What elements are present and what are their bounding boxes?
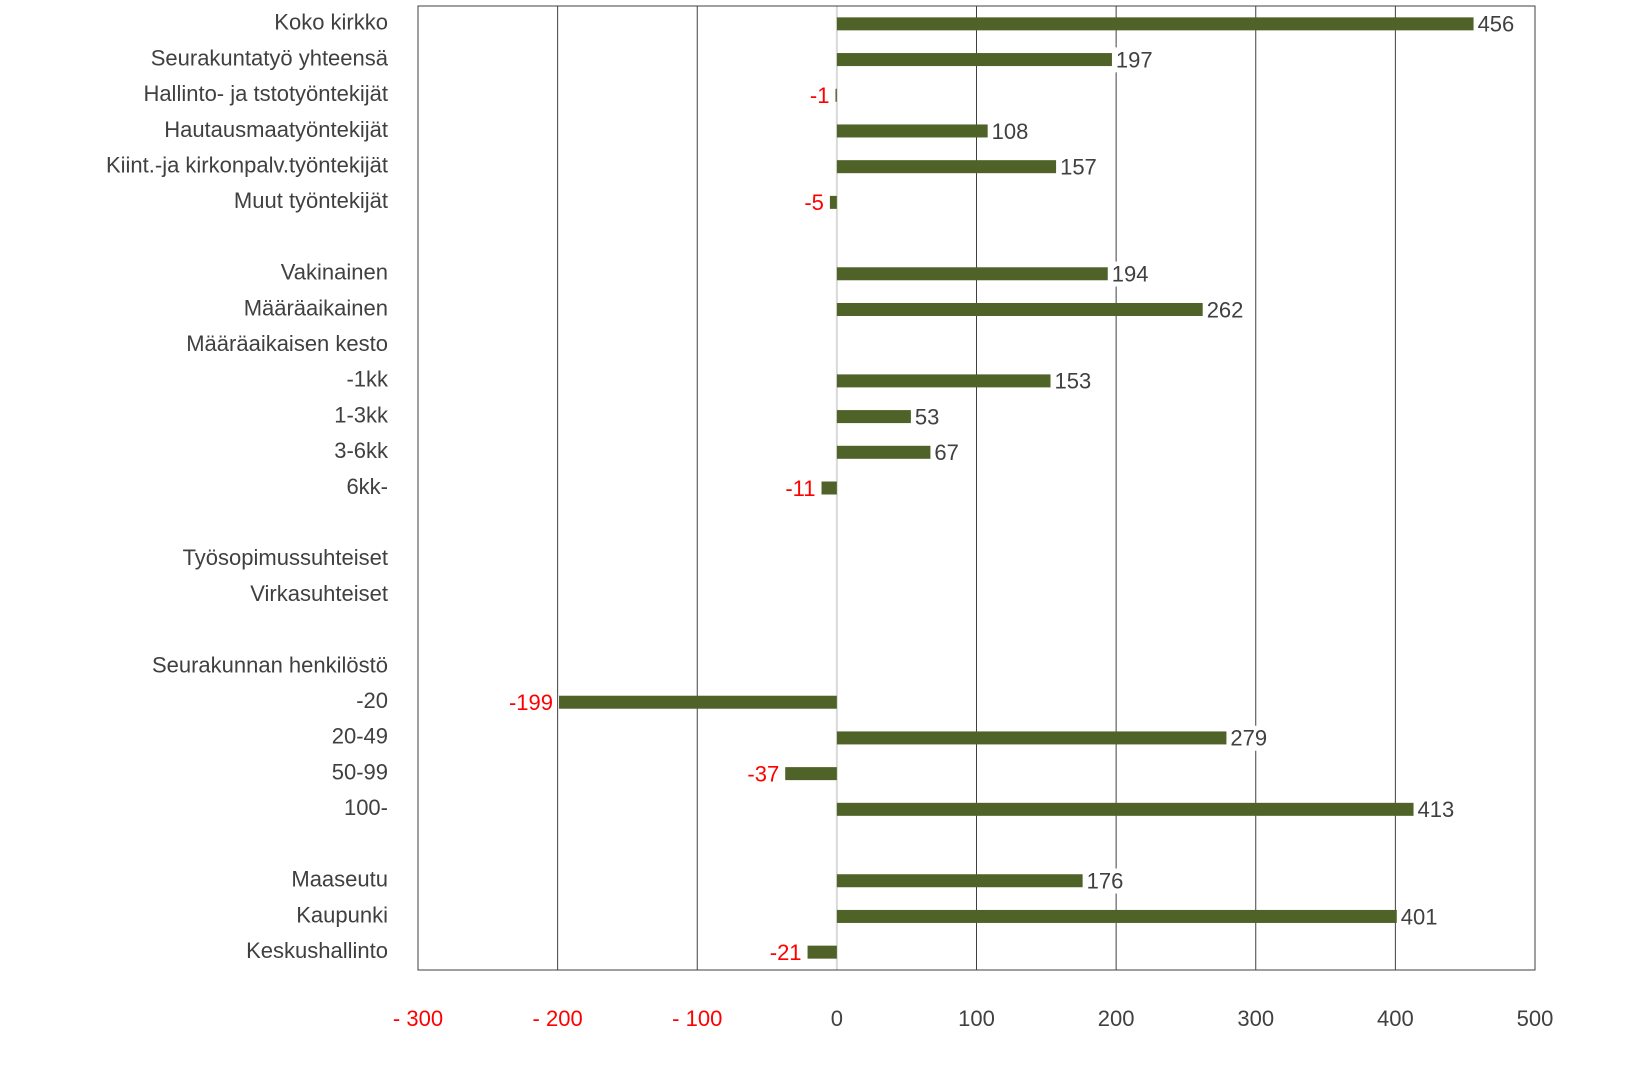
data-label-bg: [745, 761, 782, 787]
bar: [836, 410, 911, 424]
bar: [559, 695, 837, 709]
data-label: 194: [1112, 262, 1149, 287]
bar: [836, 160, 1057, 174]
y-tick-label: Virkasuhteiset: [250, 581, 388, 606]
y-tick-label: 100-: [344, 795, 388, 820]
data-label: 279: [1230, 726, 1267, 751]
bar: [836, 909, 1397, 923]
x-tick-label: 500: [1517, 1006, 1554, 1031]
data-label: 108: [992, 119, 1029, 144]
x-tick-label: 100: [958, 1006, 995, 1031]
bar: [836, 267, 1108, 281]
bar: [836, 53, 1112, 67]
bar: [836, 374, 1051, 388]
data-label: 53: [915, 404, 939, 429]
data-label: 456: [1478, 12, 1515, 37]
x-tick-label: - 100: [672, 1006, 722, 1031]
y-tick-label: Kiint.-ja kirkonpalv.työntekijät: [106, 152, 388, 177]
data-label-bg: [807, 83, 832, 109]
data-label-bg: [1058, 154, 1099, 180]
y-tick-label: -1kk: [346, 367, 389, 392]
data-label-bg: [989, 118, 1031, 144]
y-tick-label: Työsopimussuhteiset: [183, 545, 388, 570]
y-tick-label: Seurakunnan henkilöstö: [152, 652, 388, 677]
data-label-bg: [1415, 797, 1457, 823]
y-tick-label: Hautausmaatyöntekijät: [164, 117, 388, 142]
data-label: 401: [1401, 904, 1438, 929]
data-label: 413: [1418, 797, 1455, 822]
bar: [836, 302, 1203, 316]
y-tick-label: Vakinainen: [281, 260, 388, 285]
data-label: 262: [1207, 297, 1244, 322]
bar: [836, 802, 1414, 816]
y-tick-label: Muut työntekijät: [234, 188, 388, 213]
data-label: -21: [770, 940, 802, 965]
data-label: -1: [810, 83, 830, 108]
data-label-bg: [767, 939, 804, 965]
y-tick-label: 3-6kk: [334, 438, 389, 463]
y-tick-label: Hallinto- ja tstotyöntekijät: [143, 81, 388, 106]
x-tick-label: 200: [1098, 1006, 1135, 1031]
x-tick-label: - 200: [533, 1006, 583, 1031]
y-tick-label: Maaseutu: [291, 867, 388, 892]
bar: [836, 17, 1474, 31]
bar: [836, 124, 988, 138]
bar: [836, 874, 1083, 888]
x-tick-label: 300: [1237, 1006, 1274, 1031]
data-label: -199: [509, 690, 553, 715]
data-label: 197: [1116, 47, 1153, 72]
y-tick-label: 50-99: [332, 759, 388, 784]
y-tick-label: 1-3kk: [334, 402, 389, 427]
data-label: -37: [747, 761, 779, 786]
x-tick-label: - 300: [393, 1006, 443, 1031]
bar: [807, 945, 837, 959]
data-label-bg: [1109, 261, 1151, 287]
data-label: 67: [934, 440, 958, 465]
bar: [821, 481, 837, 495]
y-tick-label: Määräaikaisen kesto: [186, 331, 388, 356]
x-tick-label: 0: [831, 1006, 843, 1031]
bar: [836, 445, 931, 459]
y-tick-label: Määräaikainen: [244, 295, 388, 320]
plot-border: [417, 5, 1536, 971]
data-label-bg: [1398, 904, 1440, 930]
data-label-bg: [1113, 47, 1155, 73]
y-tick-label: 6kk-: [346, 474, 388, 499]
data-label: 153: [1055, 369, 1092, 394]
data-label-bg: [1084, 868, 1126, 894]
y-tick-label: Kaupunki: [296, 902, 388, 927]
data-label: -11: [785, 476, 815, 501]
data-label-bg: [802, 190, 826, 216]
y-tick-label: Keskushallinto: [246, 938, 388, 963]
data-label: 176: [1087, 869, 1124, 894]
data-label-bg: [783, 475, 818, 501]
y-tick-label: -20: [356, 688, 388, 713]
y-tick-label: 20-49: [332, 724, 388, 749]
data-label-bg: [1228, 725, 1270, 751]
bar: [785, 767, 837, 781]
data-label-bg: [912, 404, 942, 430]
data-label-bg: [1475, 11, 1517, 37]
data-label-bg: [1204, 297, 1246, 323]
data-label-bg: [506, 690, 556, 716]
data-label-bg: [1052, 368, 1094, 394]
y-tick-label: Koko kirkko: [274, 10, 388, 35]
data-label: 157: [1060, 154, 1097, 179]
bar: [836, 731, 1227, 745]
y-tick-label: Seurakuntatyö yhteensä: [151, 45, 389, 70]
bar: [835, 88, 837, 102]
data-label: -5: [804, 190, 824, 215]
data-label-bg: [932, 440, 961, 466]
bar: [829, 195, 837, 209]
x-tick-label: 400: [1377, 1006, 1414, 1031]
